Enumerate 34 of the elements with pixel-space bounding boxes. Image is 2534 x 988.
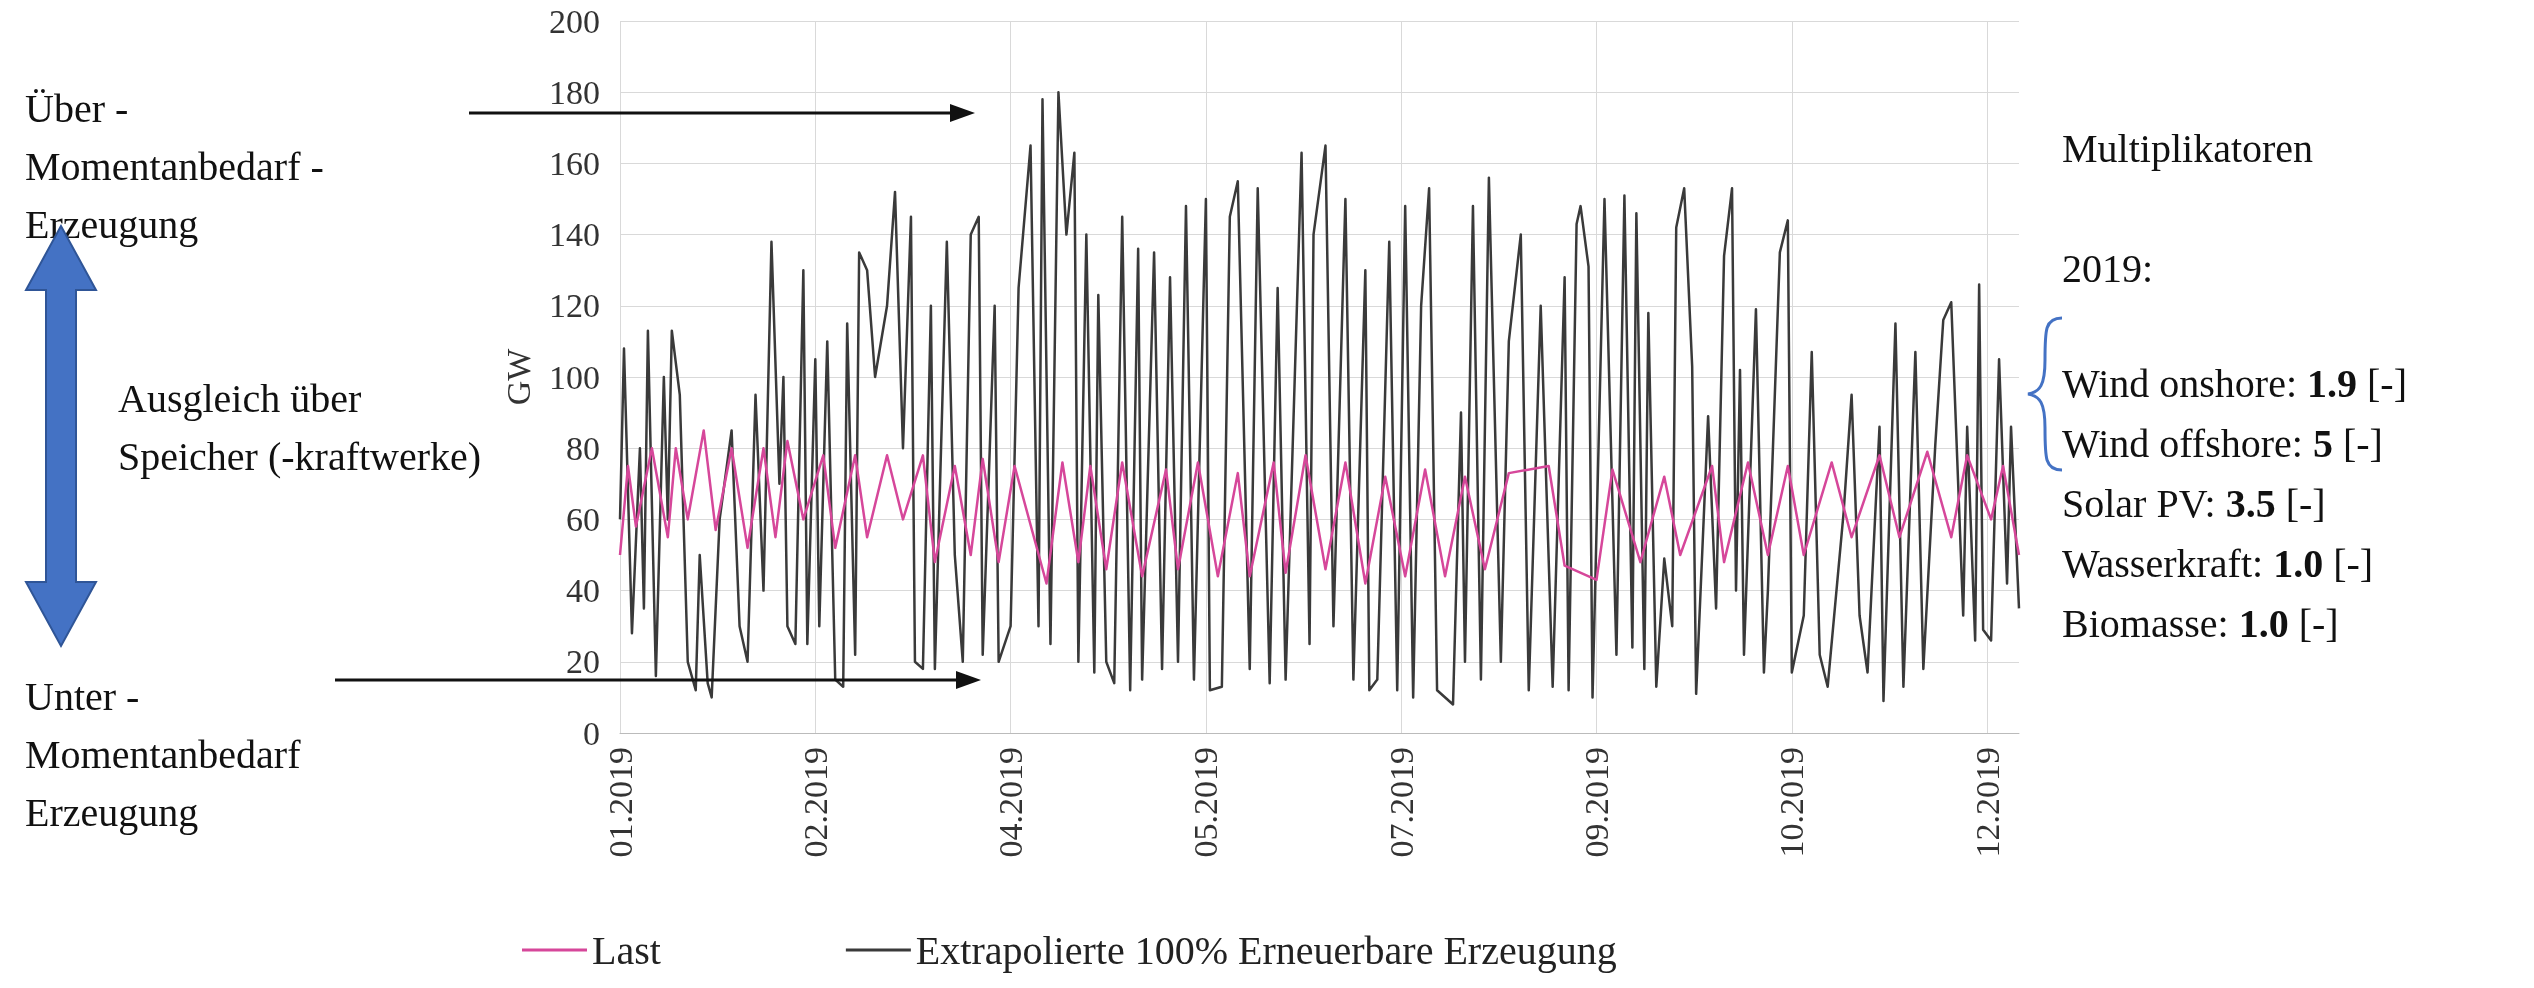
text: Biomasse: 1.0 [-] bbox=[2062, 600, 2339, 648]
text: Wasserkraft: 1.0 [-] bbox=[2062, 540, 2374, 588]
x-tick-label: 07.2019 bbox=[1382, 747, 1420, 858]
x-tick-label: 01.2019 bbox=[601, 747, 639, 858]
y-axis-title: GW bbox=[499, 347, 537, 406]
text: Über - Momentanbedarf - Erzeugung bbox=[25, 85, 324, 249]
y-tick-label: 60 bbox=[566, 500, 600, 538]
line-series bbox=[618, 429, 2021, 585]
text: Wind offshore: 5 [-] bbox=[2062, 420, 2383, 468]
y-tick-label: 140 bbox=[549, 216, 600, 254]
line-series bbox=[618, 90, 2021, 706]
y-tick-label: 20 bbox=[566, 643, 600, 681]
text: Solar PV: 3.5 [-] bbox=[2062, 480, 2326, 528]
legend-label: Extrapolierte 100% Erneuerbare Erzeugung bbox=[915, 927, 1617, 973]
x-tick-label: 05.2019 bbox=[1187, 747, 1225, 858]
x-tick-label: 12.2019 bbox=[1968, 747, 2006, 858]
legend-label: Last bbox=[592, 927, 661, 973]
text: Wind onshore: 1.9 [-] bbox=[2062, 360, 2407, 408]
y-tick-label: 180 bbox=[549, 73, 600, 111]
y-tick-label: 80 bbox=[566, 429, 600, 467]
x-tick-label: 09.2019 bbox=[1578, 747, 1616, 858]
y-tick-label: 100 bbox=[549, 358, 600, 396]
text: Unter - Momentanbedarf Erzeugung bbox=[25, 673, 301, 837]
text: Ausgleich über Speicher (-kraftwerke) bbox=[118, 375, 482, 481]
x-tick-label: 10.2019 bbox=[1773, 747, 1811, 858]
y-tick-label: 120 bbox=[549, 287, 600, 325]
x-tick-label: 02.2019 bbox=[796, 747, 834, 858]
y-tick-label: 200 bbox=[549, 2, 600, 40]
y-tick-label: 40 bbox=[566, 572, 600, 610]
y-tick-label: 0 bbox=[583, 714, 600, 752]
x-tick-label: 04.2019 bbox=[992, 747, 1030, 858]
text: Multiplikatoren bbox=[2062, 125, 2314, 173]
text: 2019: bbox=[2062, 245, 2154, 293]
y-tick-label: 160 bbox=[549, 144, 600, 182]
